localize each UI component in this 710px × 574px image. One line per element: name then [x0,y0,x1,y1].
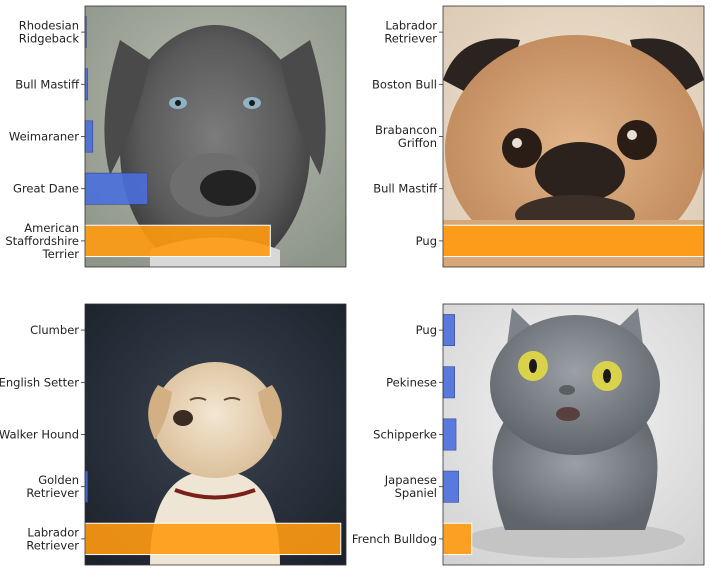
y-tick-label: Bull Mastiff [15,77,80,91]
y-tick-label: Pug [416,234,437,248]
axes-frame [84,303,347,566]
y-tick-label: Labrador Retriever [26,525,79,552]
bar-japanese-spaniel [442,470,459,503]
bars-gray-cat [442,314,473,556]
labels-gray-cat: Pug Pekinese Schipperke Japanese Spaniel Fren… [352,323,437,546]
y-tick-label: Weimaraner [9,130,79,144]
ticks-labrador [81,329,85,540]
labels-pug: Labrador Retriever Boston Bull Brabancon Gri… [372,19,438,248]
y-tick-label: Boston Bull [372,77,437,91]
y-tick-label: Clumber [30,323,79,337]
axes-frame [442,5,705,268]
labels-labrador: Clumber English Setter Walker Hound Golden R… [0,323,79,552]
panel-pug: Labrador Retriever Boston Bull Brabancon Gri… [372,5,705,268]
bar-weimaraner [84,120,94,153]
ticks-gray-cat [439,329,443,540]
y-tick-label: Labrador Retriever [384,19,437,46]
y-tick-label: Bull Mastiff [373,182,438,196]
panel-gray-cat: Pug Pekinese Schipperke Japanese Spaniel Fren… [352,303,705,566]
axes-frame [442,303,705,566]
labels-gray-dog: Rhodesian Ridgeback Bull Mastiff Weimaraner… [5,19,80,261]
y-tick-label: American Staffordshire Terrier [5,221,79,261]
bar-pug [442,224,705,258]
gray-cat-photo [443,304,704,565]
axes-frame [84,5,347,268]
y-tick-label: Schipperke [373,428,437,442]
y-tick-label: Rhodesian Ridgeback [19,19,80,46]
y-tick-label: English Setter [0,375,79,389]
y-tick-label: French Bulldog [352,532,437,546]
bar-pekinese [442,366,455,399]
pug-photo [443,6,704,267]
y-tick-label: Pekinese [386,375,437,389]
bar-schipperke [442,418,457,451]
ticks-pug [439,31,443,242]
y-tick-label: Pug [416,323,437,337]
y-tick-label: Great Dane [13,182,79,196]
bar-american-staffordshire-terrier [84,224,271,258]
bar-french-bulldog [442,522,473,556]
y-tick-label: Walker Hound [0,428,79,442]
panel-labrador: Clumber English Setter Walker Hound Golden R… [0,303,347,566]
y-tick-label: Japanese Spaniel [384,473,437,500]
panel-gray-dog: Rhodesian Ridgeback Bull Mastiff Weimaraner… [5,5,347,268]
y-tick-label: Brabancon Griffon [375,123,437,150]
bar-great-dane [84,172,148,205]
bars-pug [442,224,705,258]
y-tick-label: Golden Retriever [26,473,79,500]
bar-pug [442,314,455,347]
bar-labrador-retriever [84,522,342,556]
ticks-gray-dog [81,31,85,242]
